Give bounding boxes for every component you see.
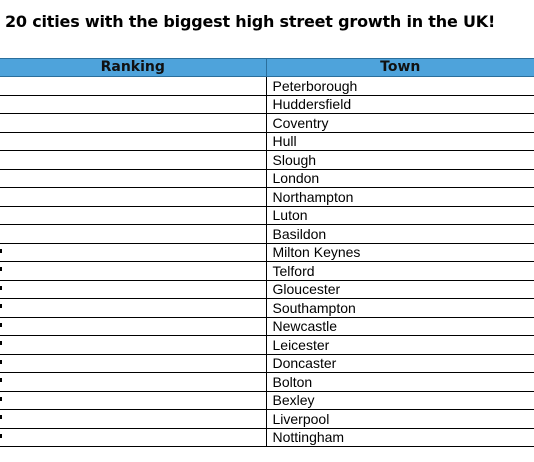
town-cell: Southampton [266,298,534,318]
town-cell: Milton Keynes [266,243,534,262]
ranking-cell-mark [0,322,2,327]
town-cell: Coventry [266,113,534,133]
town-cell: Liverpool [266,409,534,429]
ranking-cell [0,95,267,114]
table-row: Coventry [0,113,534,133]
table-row: Hull [0,132,534,151]
ranking-cell [0,391,267,410]
table-row: Luton [0,206,534,225]
ranking-cell [0,354,267,373]
table-row: London [0,169,534,188]
ranking-cell [0,428,267,447]
ranking-cell-mark [0,341,2,345]
ranking-cell [0,224,267,244]
ranking-cell [0,169,267,188]
town-cell: Leicester [266,335,534,355]
table-row: Basildon [0,224,534,244]
table-row: Northampton [0,187,534,207]
ranking-cell [0,372,267,392]
table-row: Huddersfield [0,95,534,114]
ranking-cell [0,280,267,299]
ranking-cell [0,243,267,262]
town-cell: Northampton [266,187,534,207]
ranking-cell-mark [0,267,2,271]
ranking-cell [0,206,267,225]
town-cell: Basildon [266,224,534,244]
ranking-cell [0,261,267,281]
table-row: Newcastle [0,317,534,336]
town-cell: Doncaster [266,354,534,373]
ranking-cell-mark [0,248,2,253]
table-row: Bexley [0,391,534,410]
table-row: Southampton [0,298,534,318]
table-body: Peterborough Huddersfield Coventry Hull Slou… [0,76,534,447]
town-cell: Slough [266,150,534,170]
table-row: Bolton [0,372,534,392]
ranking-cell [0,298,267,318]
table-row: Gloucester [0,280,534,299]
table-row: Liverpool [0,409,534,429]
table-row: Peterborough [0,76,534,96]
ranking-cell [0,187,267,207]
town-cell: Nottingham [266,428,534,447]
ranking-cell-mark [0,285,2,290]
town-cell: Huddersfield [266,95,534,114]
ranking-cell-mark [0,304,2,308]
table-row: Slough [0,150,534,170]
town-cell: Bolton [266,372,534,392]
ranking-table: Ranking Town Peterborough Huddersfield Cov… [0,58,534,447]
town-cell: Telford [266,261,534,281]
town-column-header: Town [266,58,534,77]
ranking-column-header: Ranking [0,58,267,77]
table-header-row: Ranking Town [0,58,534,77]
ranking-cell-mark [0,396,2,401]
town-cell: London [266,169,534,188]
ranking-cell [0,335,267,355]
table-row: Nottingham [0,428,534,447]
town-cell: Gloucester [266,280,534,299]
ranking-cell-mark [0,433,2,438]
town-cell: Hull [266,132,534,151]
ranking-cell-mark [0,359,2,364]
table-row: Doncaster [0,354,534,373]
ranking-cell [0,409,267,429]
ranking-cell [0,132,267,151]
ranking-cell-mark [0,415,2,419]
ranking-cell [0,76,267,96]
ranking-cell [0,317,267,336]
ranking-cell [0,150,267,170]
page-title: 20 cities with the biggest high street g… [5,12,496,31]
town-cell: Luton [266,206,534,225]
town-cell: Newcastle [266,317,534,336]
table-row: Telford [0,261,534,281]
ranking-cell-mark [0,378,2,382]
ranking-cell [0,113,267,133]
table-row: Milton Keynes [0,243,534,262]
table-row: Leicester [0,335,534,355]
town-cell: Bexley [266,391,534,410]
town-cell: Peterborough [266,76,534,96]
